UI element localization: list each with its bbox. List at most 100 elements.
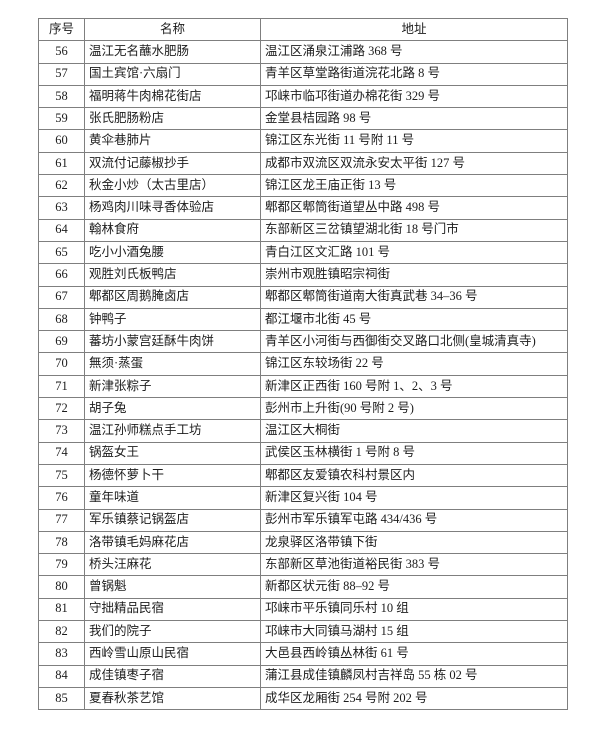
row-address-cell: 成都市双流区双流永安太平街 127 号: [260, 151, 568, 176]
row-name-cell: 胡子兔: [84, 397, 261, 421]
row-address-cell: 青白江区文汇路 101 号: [260, 240, 568, 265]
table-row: 83 西岭雪山原山民宿 大邑县西岭镇丛林街 61 号: [38, 642, 568, 666]
row-name-cell: 国土宾馆·六扇门: [84, 62, 261, 86]
table-row: 63 杨鸡肉川味寻香体验店 郫都区郫筒街道望丛中路 498 号: [38, 196, 568, 220]
row-address-cell: 大邑县西岭镇丛林街 61 号: [260, 642, 568, 666]
row-address-cell: 青羊区草堂路街道浣花北路 8 号: [260, 62, 568, 86]
table-row: 73 温江孙师糕点手工坊 温江区大桐街: [38, 419, 568, 443]
row-name-cell: 军乐镇蔡记锅盔店: [84, 508, 261, 532]
row-index-cell: 75: [38, 463, 85, 488]
row-name-cell: 成佳镇枣子宿: [84, 664, 261, 688]
row-name-cell: 杨德怀萝卜干: [84, 463, 261, 488]
row-index-cell: 76: [38, 486, 85, 510]
row-index-cell: 56: [38, 40, 85, 64]
row-address-cell: 郫都区友爱镇农科村景区内: [260, 463, 568, 488]
row-address-cell: 邛崃市大同镇马湖村 15 组: [260, 620, 568, 644]
row-address-cell: 金堂县桔园路 98 号: [260, 107, 568, 131]
table-row: 76 童年味道 新津区复兴街 104 号: [38, 486, 568, 510]
row-name-cell: 黄伞巷肺片: [84, 129, 261, 153]
row-index-cell: 65: [38, 240, 85, 265]
row-name-cell: 钟鸭子: [84, 307, 261, 332]
row-name-cell: 双流付记藤椒抄手: [84, 151, 261, 176]
table-row: 59 张氏肥肠粉店 金堂县桔园路 98 号: [38, 107, 568, 131]
table-row: 67 郫都区周鹅腌卤店 郫都区郫筒街道南大街真武巷 34–36 号: [38, 285, 568, 309]
table-row: 70 無须·蒸蛋 锦江区东较场街 22 号: [38, 352, 568, 376]
row-address-cell: 龙泉驿区洛带镇下街: [260, 530, 568, 555]
row-index-cell: 84: [38, 664, 85, 688]
table-row: 60 黄伞巷肺片 锦江区东光街 11 号附 11 号: [38, 129, 568, 153]
table-row: 79 桥头汪麻花 东部新区草池街道裕民街 383 号: [38, 553, 568, 577]
row-name-cell: 桥头汪麻花: [84, 553, 261, 577]
row-name-cell: 西岭雪山原山民宿: [84, 642, 261, 666]
row-name-cell: 观胜刘氏板鸭店: [84, 263, 261, 287]
row-name-cell: 我们的院子: [84, 620, 261, 644]
row-name-cell: 福明蒋牛肉棉花街店: [84, 84, 261, 109]
table-row: 84 成佳镇枣子宿 蒲江县成佳镇麟凤村吉祥岛 55 栋 02 号: [38, 664, 568, 688]
row-index-cell: 64: [38, 218, 85, 242]
row-index-cell: 81: [38, 597, 85, 622]
table-row: 82 我们的院子 邛崃市大同镇马湖村 15 组: [38, 620, 568, 644]
row-address-cell: 崇州市观胜镇昭宗祠街: [260, 263, 568, 287]
row-address-cell: 温江区涌泉江浦路 368 号: [260, 40, 568, 64]
row-index-cell: 73: [38, 419, 85, 443]
row-address-cell: 新都区状元街 88–92 号: [260, 575, 568, 599]
table-row: 68 钟鸭子 都江堰市北街 45 号: [38, 307, 568, 332]
row-index-cell: 58: [38, 84, 85, 109]
table-row: 65 吃小小酒兔腰 青白江区文汇路 101 号: [38, 240, 568, 265]
row-index-cell: 72: [38, 397, 85, 421]
row-address-cell: 都江堰市北街 45 号: [260, 307, 568, 332]
table-row: 81 守拙精品民宿 邛崃市平乐镇同乐村 10 组: [38, 597, 568, 622]
column-header-name: 名称: [84, 17, 261, 42]
row-index-cell: 82: [38, 620, 85, 644]
row-address-cell: 新津区正西街 160 号附 1、2、3 号: [260, 374, 568, 399]
row-address-cell: 成华区龙厢街 254 号附 202 号: [260, 686, 568, 711]
table-header-row: 序号 名称 地址: [38, 17, 568, 42]
row-name-cell: 曾锅魁: [84, 575, 261, 599]
row-index-cell: 83: [38, 642, 85, 666]
row-index-cell: 68: [38, 307, 85, 332]
row-name-cell: 温江无名蘸水肥肠: [84, 40, 261, 64]
table-row: 56 温江无名蘸水肥肠 温江区涌泉江浦路 368 号: [38, 40, 568, 64]
row-address-cell: 郫都区郫筒街道望丛中路 498 号: [260, 196, 568, 220]
table-row: 75 杨德怀萝卜干 郫都区友爱镇农科村景区内: [38, 463, 568, 488]
table-row: 71 新津张粽子 新津区正西街 160 号附 1、2、3 号: [38, 374, 568, 399]
row-address-cell: 青羊区小河街与西御街交叉路口北侧(皇城清真寺): [260, 330, 568, 354]
table-row: 80 曾锅魁 新都区状元街 88–92 号: [38, 575, 568, 599]
row-name-cell: 温江孙师糕点手工坊: [84, 419, 261, 443]
row-index-cell: 74: [38, 441, 85, 465]
row-address-cell: 锦江区龙王庙正街 13 号: [260, 174, 568, 198]
row-index-cell: 67: [38, 285, 85, 309]
row-name-cell: 守拙精品民宿: [84, 597, 261, 622]
table-row: 72 胡子兔 彭州市上升街(90 号附 2 号): [38, 397, 568, 421]
table-row: 61 双流付记藤椒抄手 成都市双流区双流永安太平街 127 号: [38, 151, 568, 176]
row-address-cell: 锦江区东光街 11 号附 11 号: [260, 129, 568, 153]
row-address-cell: 彭州市军乐镇军屯路 434/436 号: [260, 508, 568, 532]
column-header-index: 序号: [38, 17, 85, 42]
table-row: 57 国土宾馆·六扇门 青羊区草堂路街道浣花北路 8 号: [38, 62, 568, 86]
row-address-cell: 东部新区三岔镇望湖北街 18 号门市: [260, 218, 568, 242]
row-name-cell: 童年味道: [84, 486, 261, 510]
row-address-cell: 郫都区郫筒街道南大街真武巷 34–36 号: [260, 285, 568, 309]
row-name-cell: 吃小小酒兔腰: [84, 240, 261, 265]
row-address-cell: 蒲江县成佳镇麟凤村吉祥岛 55 栋 02 号: [260, 664, 568, 688]
row-index-cell: 66: [38, 263, 85, 287]
row-address-cell: 锦江区东较场街 22 号: [260, 352, 568, 376]
row-name-cell: 夏春秋茶艺馆: [84, 686, 261, 711]
table-row: 77 军乐镇蔡记锅盔店 彭州市军乐镇军屯路 434/436 号: [38, 508, 568, 532]
row-index-cell: 61: [38, 151, 85, 176]
row-name-cell: 翰林食府: [84, 218, 261, 242]
row-index-cell: 71: [38, 374, 85, 399]
table-row: 78 洛带镇毛妈麻花店 龙泉驿区洛带镇下街: [38, 530, 568, 555]
row-address-cell: 武侯区玉林横街 1 号附 8 号: [260, 441, 568, 465]
row-address-cell: 邛崃市临邛街道办棉花街 329 号: [260, 84, 568, 109]
table-row: 66 观胜刘氏板鸭店 崇州市观胜镇昭宗祠街: [38, 263, 568, 287]
table-row: 64 翰林食府 东部新区三岔镇望湖北街 18 号门市: [38, 218, 568, 242]
row-index-cell: 59: [38, 107, 85, 131]
row-address-cell: 邛崃市平乐镇同乐村 10 组: [260, 597, 568, 622]
table-row: 58 福明蒋牛肉棉花街店 邛崃市临邛街道办棉花街 329 号: [38, 84, 568, 109]
row-address-cell: 彭州市上升街(90 号附 2 号): [260, 397, 568, 421]
row-index-cell: 57: [38, 62, 85, 86]
row-index-cell: 80: [38, 575, 85, 599]
table-row: 62 秋金小炒（太古里店） 锦江区龙王庙正街 13 号: [38, 174, 568, 198]
